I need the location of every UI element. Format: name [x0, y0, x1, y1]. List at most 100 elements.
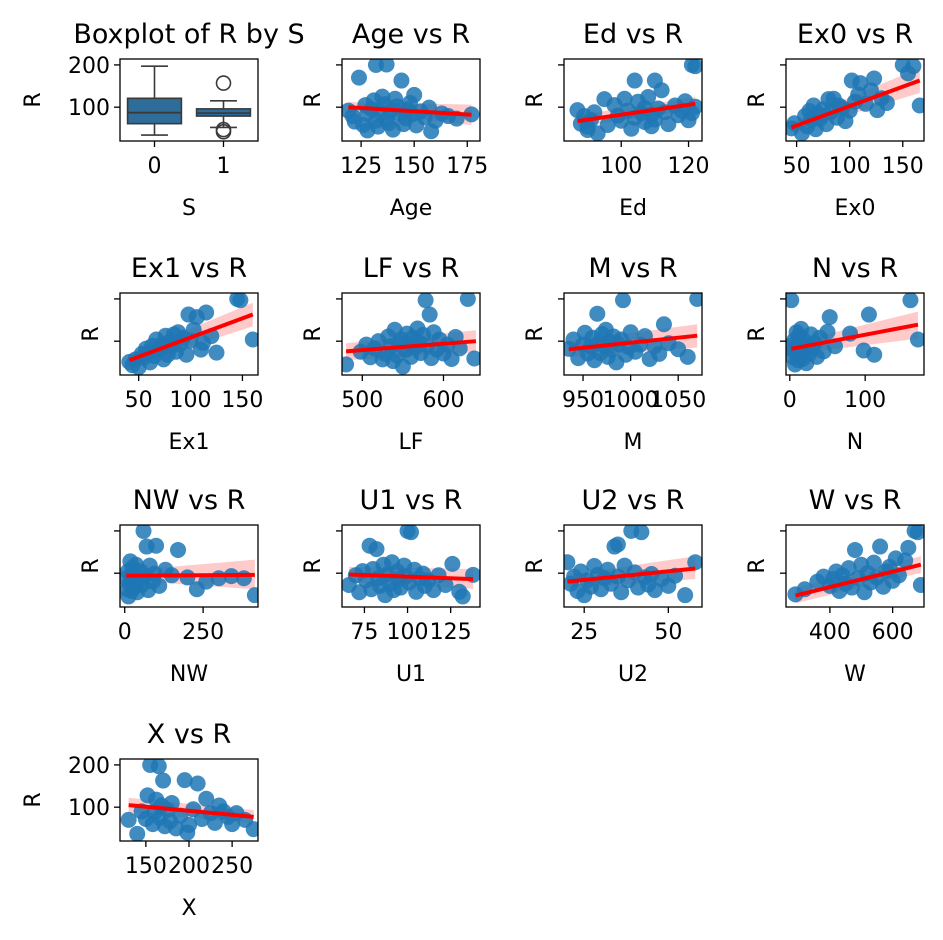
x-tick-label: 150 [882, 154, 924, 179]
data-point [189, 775, 206, 792]
y-axis-label: R [523, 326, 548, 341]
x-axis-label: U2 [618, 662, 648, 687]
data-point [454, 588, 471, 605]
data-point [911, 97, 924, 114]
data-point [564, 554, 576, 571]
data-point [677, 587, 694, 604]
subplot-title: Ed vs R [583, 19, 683, 50]
regression-line [577, 101, 696, 124]
y-axis-label: R [21, 792, 46, 807]
data-point [178, 346, 195, 363]
x-axis-label: W [844, 662, 866, 687]
x-tick-label: 0 [148, 154, 162, 179]
subplot-title: W vs R [809, 485, 902, 516]
y-tick-label: 200 [68, 54, 110, 79]
subplot-2: Age vs R R 125 150 175 Age [301, 19, 488, 221]
x-tick-label: 125 [340, 154, 382, 179]
data-point [651, 345, 668, 362]
axes-frame [119, 524, 259, 608]
axes-frame [119, 58, 259, 142]
x-tick-label: 0 [118, 620, 132, 645]
data-point [633, 525, 650, 541]
subplot-1: Boxplot of R by S 100 200 R 0 1S [21, 19, 305, 221]
data-point [155, 772, 172, 789]
y-tick-label: 100 [68, 96, 110, 121]
x-axis-label: M [624, 430, 643, 455]
plot-area [787, 525, 924, 604]
axes-frame [341, 524, 481, 608]
x-tick-label: 50 [125, 388, 153, 413]
x-axis-label: Age [390, 196, 433, 221]
subplot-title: Ex0 vs R [797, 19, 913, 50]
x-axis-label: Ed [619, 196, 647, 221]
axes-frame [785, 58, 925, 142]
y-axis-label: R [301, 326, 326, 341]
y-axis-label: R [745, 558, 770, 573]
data-point [655, 316, 672, 333]
data-point [235, 570, 252, 587]
x-tick-label: 1000 [603, 388, 659, 413]
data-point [622, 324, 639, 341]
data-point [129, 825, 146, 841]
x-axis-label: N [847, 430, 863, 455]
subplot-title: NW vs R [133, 485, 246, 516]
data-point [176, 772, 193, 789]
data-point [206, 814, 223, 831]
axes-frame [563, 58, 703, 142]
box-body [126, 97, 183, 125]
data-point [840, 560, 857, 577]
regression-line [126, 572, 255, 578]
data-point [679, 348, 696, 365]
data-point [909, 525, 924, 541]
regression-line [128, 803, 254, 819]
plot-area [569, 59, 702, 141]
subplot-title: X vs R [147, 719, 231, 750]
data-point [393, 72, 410, 89]
x-tick-label: 200 [168, 854, 210, 879]
data-point [687, 59, 702, 75]
data-point [599, 116, 616, 133]
subplot-title: Ex1 vs R [131, 253, 247, 284]
plot-area [342, 293, 480, 375]
x-axis-label: NW [170, 662, 208, 687]
x-tick-label: 400 [809, 620, 851, 645]
plot-area [786, 59, 924, 141]
y-axis-label: R [745, 326, 770, 341]
plot-area [564, 293, 702, 371]
subplot-title: LF vs R [363, 253, 460, 284]
x-axis-label: LF [399, 430, 424, 455]
data-point [589, 305, 606, 322]
data-point [865, 554, 882, 571]
subplot-8: N vs R R 0 100 N [745, 253, 925, 455]
x-tick-label: 50 [783, 154, 811, 179]
y-tick-label: 200 [68, 754, 110, 779]
x-tick-label: 600 [422, 388, 464, 413]
data-point [135, 525, 152, 539]
regression-line [345, 339, 477, 354]
data-point [198, 304, 215, 321]
data-point [437, 577, 454, 594]
y-axis-label: R [21, 92, 46, 107]
regression-line [348, 105, 472, 117]
data-point [878, 94, 895, 111]
data-point [421, 306, 438, 323]
x-tick-label: 500 [341, 388, 383, 413]
x-tick-label: 150 [221, 388, 263, 413]
axes-frame [785, 292, 925, 376]
data-point [244, 331, 258, 348]
x-axis-label: Ex1 [169, 430, 210, 455]
data-point [786, 293, 800, 309]
data-point [406, 86, 423, 103]
data-point [819, 323, 836, 340]
plot-area [564, 525, 702, 604]
x-tick-label: 50 [654, 620, 682, 645]
subplot-9: NW vs R R 0 250 NW [79, 485, 259, 687]
data-point [368, 541, 385, 558]
x-tick-label: 250 [211, 854, 253, 879]
axes-frame [341, 292, 481, 376]
subplot-title: Age vs R [352, 19, 470, 50]
subplot-title: U1 vs R [360, 485, 463, 516]
regression-line [790, 322, 919, 351]
plot-area [121, 293, 258, 375]
